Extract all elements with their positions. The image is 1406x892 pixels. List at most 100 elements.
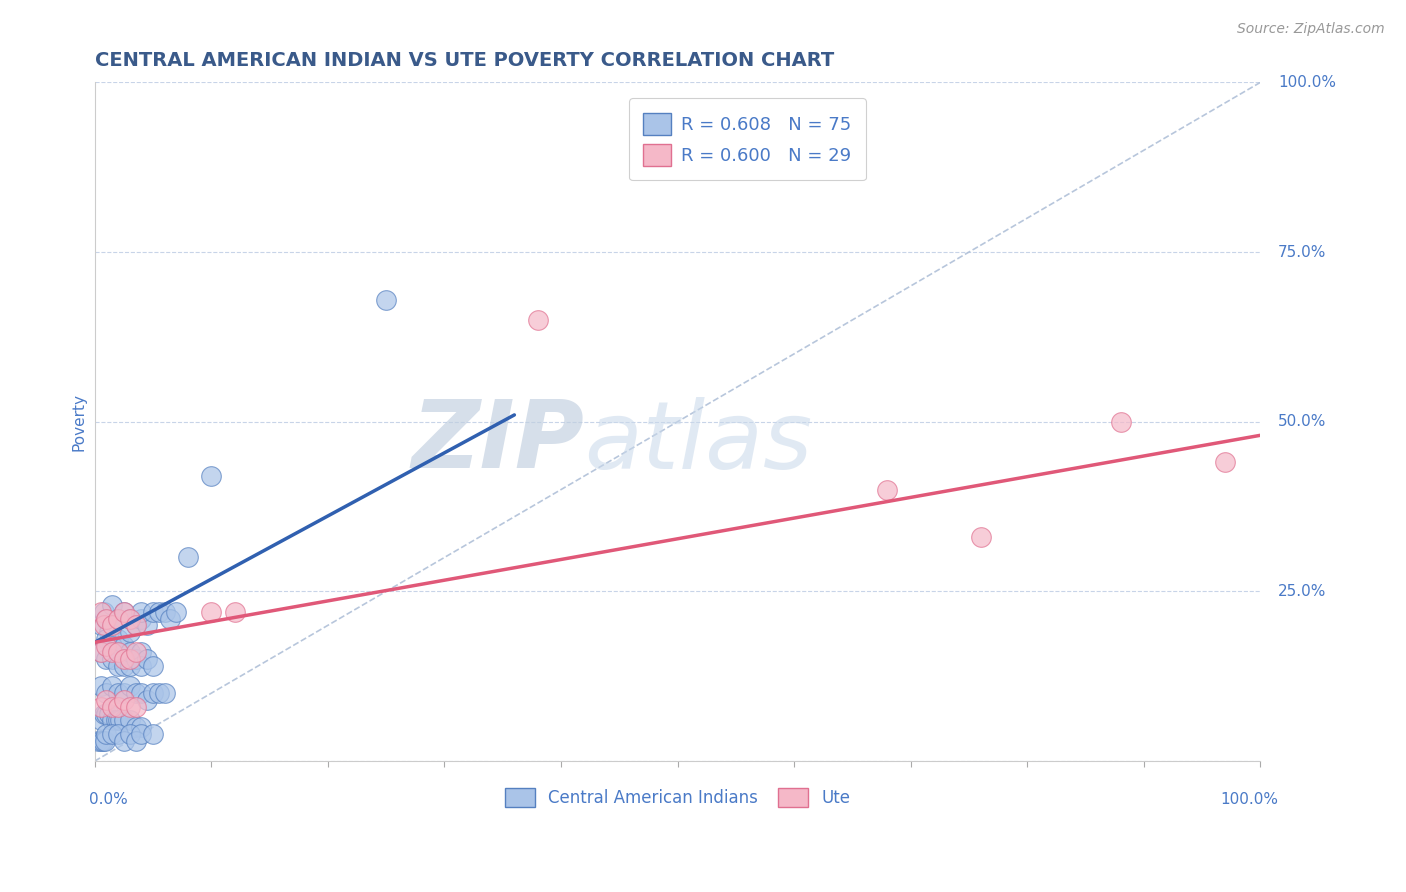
Point — [131, 605, 153, 619]
Point — [96, 611, 118, 625]
Point — [101, 680, 124, 694]
Point — [118, 659, 141, 673]
Point — [131, 645, 153, 659]
Text: 100.0%: 100.0% — [1220, 791, 1278, 806]
Point — [112, 652, 135, 666]
Point — [112, 733, 135, 747]
Point — [90, 618, 112, 632]
Point — [101, 652, 124, 666]
Point — [148, 605, 170, 619]
Point — [118, 652, 141, 666]
Point — [107, 686, 129, 700]
Text: CENTRAL AMERICAN INDIAN VS UTE POVERTY CORRELATION CHART: CENTRAL AMERICAN INDIAN VS UTE POVERTY C… — [94, 51, 834, 70]
Point — [90, 680, 112, 694]
Point — [118, 645, 141, 659]
Point — [1215, 455, 1237, 469]
Point — [93, 706, 115, 721]
Point — [97, 625, 120, 640]
Point — [112, 714, 135, 728]
Point — [142, 727, 165, 741]
Point — [124, 686, 146, 700]
Point — [124, 720, 146, 734]
Point — [93, 605, 115, 619]
Point — [107, 659, 129, 673]
Point — [96, 652, 118, 666]
Text: 0.0%: 0.0% — [89, 791, 128, 806]
Point — [118, 611, 141, 625]
Text: 50.0%: 50.0% — [1278, 414, 1326, 429]
Point — [142, 686, 165, 700]
Point — [107, 632, 129, 646]
Point — [90, 699, 112, 714]
Point — [118, 680, 141, 694]
Point — [96, 686, 118, 700]
Point — [136, 652, 159, 666]
Point — [112, 693, 135, 707]
Point — [124, 699, 146, 714]
Point — [177, 550, 200, 565]
Point — [118, 714, 141, 728]
Point — [876, 483, 898, 497]
Point — [136, 618, 159, 632]
Text: atlas: atlas — [585, 397, 813, 488]
Text: ZIP: ZIP — [412, 396, 585, 488]
Point — [90, 714, 112, 728]
Point — [91, 733, 114, 747]
Point — [110, 714, 132, 728]
Point — [101, 699, 124, 714]
Point — [153, 686, 176, 700]
Point — [96, 611, 118, 625]
Point — [124, 618, 146, 632]
Point — [112, 686, 135, 700]
Point — [87, 733, 110, 747]
Point — [90, 605, 112, 619]
Point — [969, 530, 991, 544]
Point — [131, 727, 153, 741]
Point — [107, 699, 129, 714]
Point — [93, 618, 115, 632]
Point — [165, 605, 187, 619]
Point — [90, 645, 112, 659]
Point — [107, 727, 129, 741]
Point — [136, 693, 159, 707]
Point — [101, 714, 124, 728]
Point — [112, 659, 135, 673]
Point — [90, 733, 112, 747]
Point — [101, 618, 124, 632]
Point — [118, 611, 141, 625]
Point — [159, 611, 181, 625]
Point — [200, 605, 222, 619]
Point — [90, 645, 112, 659]
Point — [131, 686, 153, 700]
Point — [131, 720, 153, 734]
Point — [101, 639, 124, 653]
Point — [101, 598, 124, 612]
Point — [375, 293, 398, 307]
Point — [118, 625, 141, 640]
Point — [112, 605, 135, 619]
Point — [107, 611, 129, 625]
Legend: Central American Indians, Ute: Central American Indians, Ute — [498, 781, 858, 814]
Point — [96, 693, 118, 707]
Point — [1109, 415, 1132, 429]
Point — [142, 605, 165, 619]
Point — [118, 699, 141, 714]
Y-axis label: Poverty: Poverty — [72, 392, 86, 450]
Point — [112, 639, 135, 653]
Text: Source: ZipAtlas.com: Source: ZipAtlas.com — [1237, 22, 1385, 37]
Point — [96, 632, 118, 646]
Point — [94, 733, 117, 747]
Text: 75.0%: 75.0% — [1278, 244, 1326, 260]
Point — [112, 605, 135, 619]
Point — [107, 645, 129, 659]
Point — [124, 652, 146, 666]
Point — [148, 686, 170, 700]
Point — [124, 645, 146, 659]
Point — [124, 618, 146, 632]
Point — [96, 727, 118, 741]
Point — [224, 605, 246, 619]
Point — [526, 313, 548, 327]
Point — [107, 645, 129, 659]
Point — [101, 618, 124, 632]
Point — [107, 611, 129, 625]
